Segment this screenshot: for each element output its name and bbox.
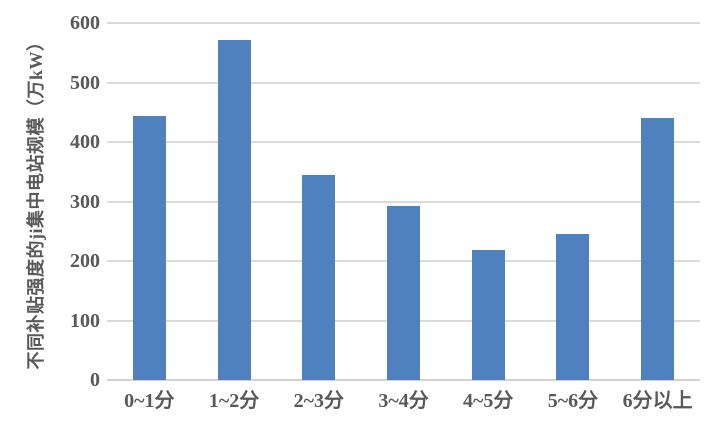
- bar-column: 6分以上: [615, 23, 700, 411]
- bar-column: 2~3分: [276, 23, 361, 411]
- bar-column: 0~1分: [107, 23, 192, 411]
- bar-column: 3~4分: [361, 23, 446, 411]
- gridline: [107, 22, 700, 24]
- bar-column: 5~6分: [531, 23, 616, 411]
- bar: [471, 249, 505, 380]
- bar-column: 1~2分: [192, 23, 277, 411]
- bar-column: 4~5分: [446, 23, 531, 411]
- x-axis-line: [107, 379, 700, 381]
- bar: [302, 174, 336, 380]
- gridline: [107, 81, 700, 84]
- y-tick-label: 600: [70, 12, 100, 34]
- bar-columns: 0~1分 1~2分 2~3分 3~4分 4~5分 5~6分 6分以上: [107, 23, 700, 411]
- x-tick-label: 5~6分: [547, 390, 599, 412]
- bar: [387, 205, 421, 380]
- y-tick-label: 0: [90, 369, 100, 391]
- y-tick-label: 200: [70, 250, 100, 272]
- bar: [132, 116, 166, 380]
- bar: [641, 118, 675, 380]
- y-tick-label: 400: [70, 131, 100, 153]
- gridline: [107, 141, 700, 143]
- bar: [556, 234, 590, 380]
- y-tick-label: 500: [70, 71, 100, 94]
- x-tick-label: 6分以上: [622, 390, 693, 412]
- x-tick-label: 0~1分: [124, 390, 175, 412]
- y-tick-label: 100: [70, 309, 100, 332]
- gridline: [107, 200, 700, 203]
- bar: [217, 39, 251, 380]
- y-axis-tick-labels: 0 100 200 300 400 500 600: [0, 13, 100, 390]
- x-tick-label: 3~4分: [378, 390, 429, 412]
- x-tick-label: 1~2分: [208, 390, 260, 412]
- x-tick-label: 2~3分: [293, 390, 344, 412]
- x-tick-label: 4~5分: [463, 390, 514, 412]
- y-tick-label: 300: [70, 190, 100, 213]
